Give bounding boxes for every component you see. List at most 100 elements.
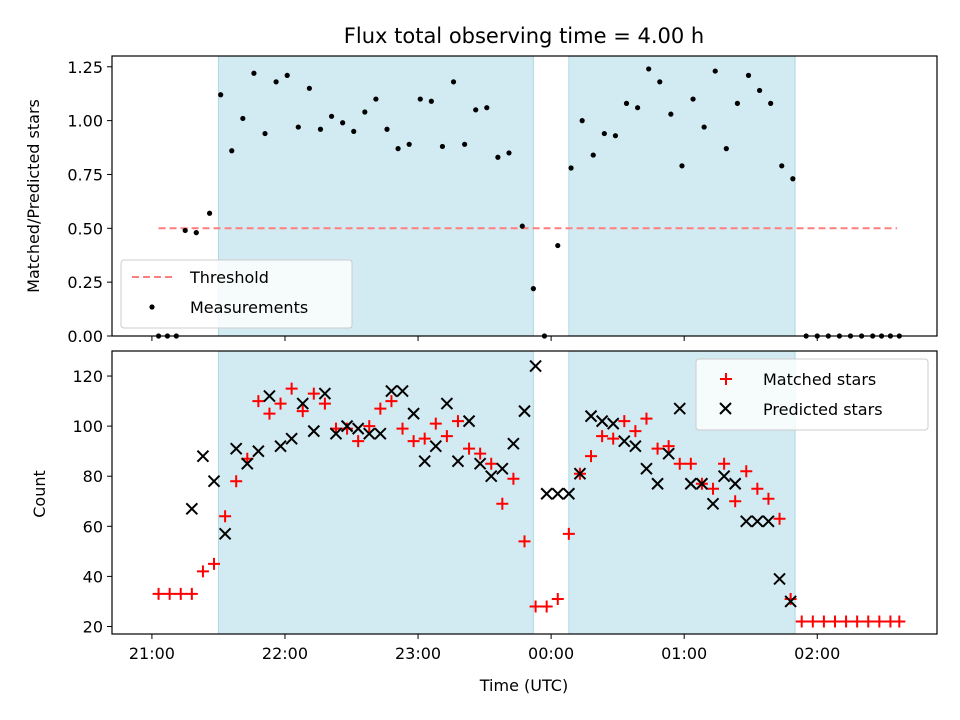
measurement-point [284, 72, 290, 78]
predicted-star-point [196, 449, 210, 463]
predicted-star-point [662, 447, 675, 460]
bottom-y-tick-label: 80 [83, 467, 103, 486]
matched-star-point [396, 422, 409, 435]
measurement-point [462, 141, 468, 147]
predicted-star-point [207, 475, 221, 488]
measurement-point [612, 133, 619, 139]
predicted-star-point [396, 384, 409, 398]
bottom-legend: Matched stars Predicted stars [695, 358, 929, 431]
measurement-point [495, 154, 501, 160]
predicted-star-point [274, 439, 287, 453]
predicted-star-point [496, 462, 509, 475]
predicted-star-point [717, 470, 731, 483]
predicted-star-point [640, 462, 653, 475]
predicted-star-point [507, 437, 520, 450]
bottom-x-ticks: 21:00 22:00 23:00 00:00 01:00 02:00 [129, 634, 840, 663]
measurement-point [779, 163, 785, 169]
predicted-star-point [529, 359, 542, 373]
predicted-star-point [706, 497, 720, 510]
measurement-point [657, 79, 663, 85]
predicted-star-point [673, 402, 686, 415]
matched-star-point [318, 397, 331, 410]
legend-matched-label: Matched stars [763, 370, 876, 389]
x-tick-label: 23:00 [395, 644, 441, 663]
measurement-point [668, 111, 674, 117]
matched-star-point [662, 440, 675, 453]
predicted-star-point [629, 439, 642, 453]
measurement-point [395, 146, 401, 152]
predicted-star-point [218, 527, 232, 541]
measurement-point [506, 150, 512, 156]
x-tick-label: 00:00 [528, 644, 574, 663]
top-y-tick-label: 0.50 [67, 219, 103, 238]
matched-star-point [285, 382, 298, 395]
measurement-point [340, 120, 346, 126]
matched-star-point [407, 435, 420, 448]
measurement-point [273, 79, 279, 85]
bottom-y-axis-label: Count [30, 470, 49, 518]
matched-star-point [352, 435, 365, 448]
predicted-star-point [540, 487, 553, 500]
bottom-y-ticks: 20 40 60 80 100 120 [72, 367, 112, 636]
matched-star-point [817, 615, 830, 628]
matched-star-point [429, 417, 442, 430]
predicted-star-point [740, 515, 753, 528]
measurement-point [530, 286, 536, 292]
matched-star-point [795, 615, 808, 628]
legend-matched-swatch [720, 373, 732, 385]
matched-star-point [684, 457, 697, 470]
predicted-star-point [584, 409, 598, 423]
predicted-star-point [340, 419, 354, 433]
x-tick-label: 22:00 [262, 644, 308, 663]
matched-star-point [507, 472, 520, 485]
predicted-star-point [263, 389, 276, 403]
predicted-star-point [418, 454, 431, 468]
matched-star-point [174, 587, 187, 600]
measurement-point [635, 105, 641, 111]
measurement-point [384, 126, 390, 132]
matched-star-point [219, 510, 232, 523]
top-shaded-regions [217, 56, 796, 336]
predicted-star-point [784, 595, 797, 608]
predicted-star-point [363, 427, 376, 440]
measurement-point [756, 87, 763, 94]
panel-bottom: 20 40 60 80 100 120 21:00 22:00 23:00 00:00 01:00… [30, 350, 938, 695]
predicted-star-point [762, 515, 775, 528]
matched-star-point [618, 415, 631, 428]
matched-star-point [862, 615, 875, 628]
measurement-point [295, 124, 301, 130]
measurement-point [723, 146, 729, 152]
measurement-point [590, 152, 596, 158]
measurement-point [734, 100, 741, 106]
predicted-star-point [728, 477, 742, 490]
matched-star-point [529, 600, 542, 613]
matched-star-point [828, 615, 841, 628]
top-legend: Threshold Measurements [120, 259, 353, 329]
predicted-star-point [651, 477, 664, 490]
matched-star-point [629, 425, 642, 438]
matched-star-point [540, 600, 553, 613]
predicted-star-point [307, 424, 321, 438]
top-axes-frame [111, 55, 938, 337]
matched-star-point [851, 615, 864, 628]
matched-star-point [893, 615, 906, 628]
matched-star-point [596, 430, 609, 443]
top-y-tick-label: 0.00 [67, 327, 103, 346]
matched-star-point [773, 512, 786, 525]
measurement-point [240, 115, 246, 122]
measurement-point [623, 100, 630, 106]
matched-star-point [651, 442, 664, 455]
bottom-predicted-points [185, 359, 797, 608]
predicted-star-point [607, 417, 620, 430]
measurement-point [406, 141, 412, 147]
measurement-point [519, 223, 525, 229]
bottom-y-tick-label: 120 [72, 367, 103, 386]
predicted-star-point [351, 422, 365, 435]
x-axis-label: Time (UTC) [479, 676, 568, 695]
measurement-point [351, 128, 357, 134]
predicted-star-point [595, 414, 609, 428]
panel-top: 0.00 0.25 0.50 0.75 1.00 1.25 Matched/Predict… [24, 55, 938, 346]
predicted-star-point [429, 439, 442, 453]
predicted-star-point [440, 397, 454, 410]
matched-star-point [551, 592, 564, 605]
